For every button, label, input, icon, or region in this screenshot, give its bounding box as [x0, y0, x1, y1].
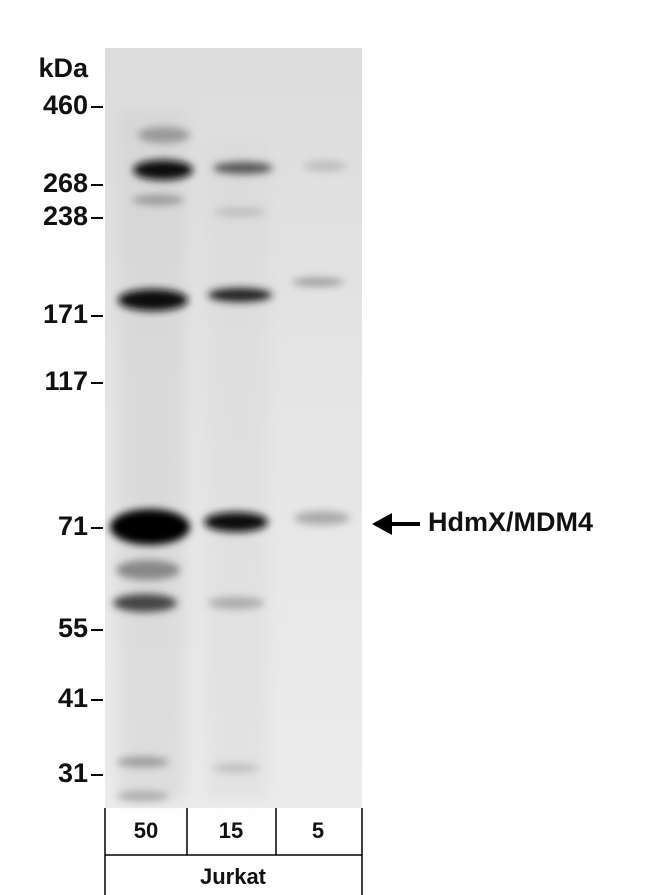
band [204, 512, 268, 532]
marker-label: 117 [44, 366, 88, 396]
band [208, 597, 264, 609]
lane-smear [118, 110, 186, 800]
marker-label: 460 [43, 90, 88, 120]
lane-label: 50 [134, 818, 158, 843]
lane-smear [206, 140, 268, 800]
band [212, 764, 260, 772]
band [214, 208, 266, 216]
band [118, 289, 188, 311]
band [292, 278, 344, 286]
sample-label: Jurkat [200, 864, 267, 889]
band [208, 288, 272, 302]
band [133, 160, 193, 180]
target-label: HdmX/MDM4 [428, 507, 593, 537]
lane-label: 5 [312, 818, 324, 843]
band [117, 757, 169, 767]
band [294, 511, 350, 525]
marker-label: 31 [58, 758, 88, 788]
band [110, 509, 190, 545]
band [113, 594, 177, 612]
band [132, 195, 184, 205]
band [213, 162, 273, 174]
band [116, 560, 180, 580]
marker-label: 171 [43, 299, 88, 329]
band [138, 127, 190, 143]
blot-bands [110, 110, 350, 801]
marker-label: 71 [58, 511, 88, 541]
marker-label: 268 [43, 168, 88, 198]
lane-table [104, 808, 363, 895]
unit-label: kDa [38, 53, 89, 83]
lane-label: 15 [219, 818, 243, 843]
band [303, 161, 347, 171]
marker-label: 238 [43, 201, 88, 231]
target-arrow [372, 513, 420, 535]
marker-label: 55 [58, 613, 88, 643]
band [117, 791, 169, 801]
marker-label: 41 [58, 683, 88, 713]
